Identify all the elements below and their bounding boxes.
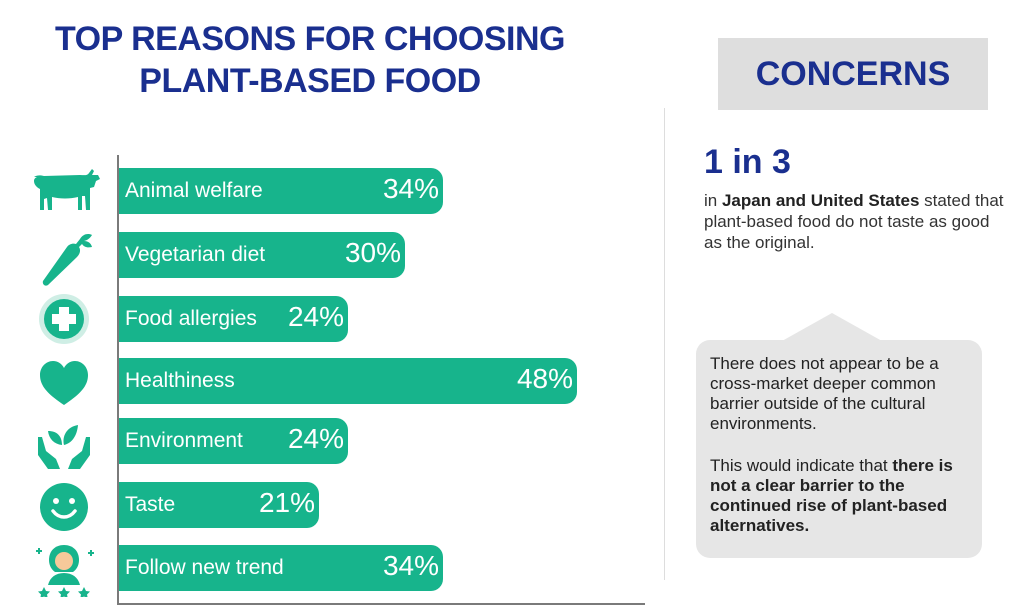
carrot-icon [28, 231, 100, 287]
bar-value-label: 21% [258, 487, 315, 518]
concerns-heading: CONCERNS [718, 38, 988, 110]
hands-plant-icon [28, 415, 100, 471]
heart-icon [28, 355, 100, 411]
bar-label: Taste [125, 493, 176, 516]
chart-title: TOP REASONS FOR CHOOSING PLANT-BASED FOO… [20, 18, 600, 102]
stat-headline: 1 in 3 [704, 143, 791, 181]
bar-vegetarian-diet: Vegetarian diet 30% [119, 232, 405, 278]
bar-value-label: 34% [382, 173, 439, 204]
y-axis-line [117, 155, 119, 605]
bar-value-label: 48% [516, 363, 573, 394]
chart-title-line-1: TOP REASONS FOR CHOOSING [54, 20, 566, 58]
cow-icon [28, 167, 100, 223]
x-axis-line [117, 603, 645, 605]
bar-value-label: 34% [382, 550, 439, 581]
medical-cross-icon [28, 291, 100, 347]
insight-bubble: There does not appear to be a cross-mark… [696, 340, 982, 558]
speech-bubble-pointer [782, 313, 882, 341]
stat-description: in Japan and United States stated that p… [704, 190, 1004, 253]
section-divider [664, 108, 665, 580]
insight-prefix: This would indicate that [710, 456, 893, 475]
bar-value-label: 24% [287, 423, 344, 454]
smiley-icon [28, 479, 100, 535]
insight-conclusion: there is not a clear barrier to the cont… [710, 456, 953, 535]
bar-label: Food allergies [125, 307, 257, 330]
bar-label: Animal welfare [125, 179, 263, 202]
bar-food-allergies: Food allergies 24% [119, 296, 348, 342]
insight-paragraph-1: There does not appear to be a cross-mark… [710, 354, 939, 433]
bar-label: Healthiness [125, 369, 235, 392]
bar-environment: Environment 24% [119, 418, 348, 464]
bar-healthiness: Healthiness 48% [119, 358, 577, 404]
stat-rest: stated that plant-based food do not tast… [704, 191, 1004, 252]
stat-countries: Japan and United States [721, 191, 920, 210]
bar-label: Follow new trend [125, 556, 284, 579]
person-stars-icon [28, 541, 100, 597]
bar-value-label: 24% [287, 301, 344, 332]
stat-prefix: in [704, 191, 722, 210]
insight-paragraph-2: This would indicate that there is not a … [710, 456, 972, 536]
bar-value-label: 30% [344, 237, 401, 268]
bar-label: Environment [125, 429, 243, 452]
bar-label: Vegetarian diet [125, 243, 266, 266]
bar-follow-new-trend: Follow new trend 34% [119, 545, 443, 591]
bar-animal-welfare: Animal welfare 34% [119, 168, 443, 214]
bar-taste: Taste 21% [119, 482, 319, 528]
chart-title-line-2: PLANT-BASED FOOD [139, 62, 481, 100]
